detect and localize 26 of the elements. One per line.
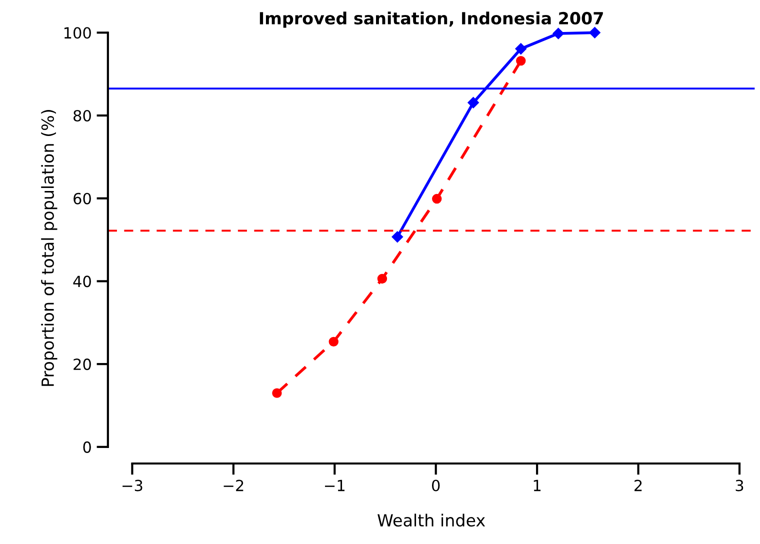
x-tick-label: 2 [634,480,642,492]
point [392,231,403,242]
point [468,97,479,108]
point [515,43,526,54]
y-tick-label: 20 [74,358,91,370]
x-tick-label: −1 [324,480,344,492]
chart-title: Improved sanitation, Indonesia 2007 [260,12,603,28]
y-axis-title: Proportion of total population (%) [41,110,58,386]
point [589,27,600,38]
x-tick-label: −2 [224,480,244,492]
point [552,28,564,40]
x-tick-label: −3 [122,480,142,492]
y-tick-label: 40 [73,276,91,288]
y-tick-label: 100 [64,27,91,39]
point [516,56,526,66]
point [432,194,442,204]
x-tick-label: 0 [432,480,440,492]
y-tick-label: 0 [83,441,91,453]
x-axis-title: Wealth index [378,514,486,527]
point [272,388,282,398]
y-tick-label: 80 [74,110,91,122]
point [328,336,338,347]
point [377,274,388,284]
x-tick-label: 3 [736,480,744,492]
x-tick-label: 1 [534,480,541,492]
y-tick-label: 60 [74,192,91,204]
